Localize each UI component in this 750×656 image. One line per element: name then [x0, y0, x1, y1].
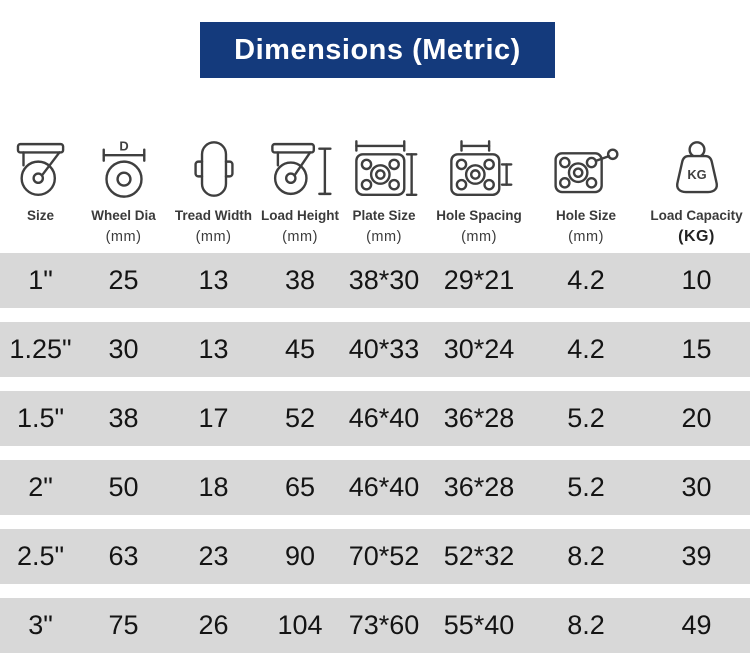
column-label: Tread Width	[174, 208, 253, 223]
weight-icon: KG	[662, 130, 732, 200]
cell-load_capacity: 15	[681, 334, 712, 364]
cell-hole_spacing: 36*28	[443, 472, 515, 502]
cell-load_capacity: 39	[681, 541, 712, 571]
caster-icon	[6, 130, 76, 200]
cell-load_capacity: 30	[681, 472, 712, 502]
cell-load_height: 45	[284, 334, 316, 364]
column-unit: (mm)	[568, 229, 604, 245]
cell-load_height: 52	[284, 403, 316, 433]
plate-size-icon	[349, 130, 419, 200]
cell-hole_spacing: 55*40	[443, 610, 515, 640]
table-row: 3" 75 26 104 73*60 55*40 8.2 49	[0, 598, 750, 653]
cell-plate_size: 73*60	[348, 610, 420, 640]
cell-plate_size: 46*40	[348, 403, 420, 433]
cell-hole_spacing: 36*28	[443, 403, 515, 433]
cell-wheel_dia: 75	[108, 610, 139, 640]
cell-tread_width: 18	[198, 472, 229, 502]
cell-hole_size: 4.2	[567, 334, 605, 364]
cell-size: 2"	[28, 472, 53, 502]
cell-size: 1"	[28, 265, 53, 295]
column-header-load_capacity: KG Load Capacity (KG)	[643, 130, 750, 249]
column-header-wheel_dia: D Wheel Dia (mm)	[81, 130, 166, 249]
cell-wheel_dia: 63	[108, 541, 139, 571]
cell-hole_spacing: 30*24	[443, 334, 515, 364]
cell-wheel_dia: 25	[108, 265, 139, 295]
hole-size-icon	[551, 130, 621, 200]
cell-plate_size: 38*30	[348, 265, 420, 295]
cell-hole_size: 4.2	[567, 265, 605, 295]
column-header-tread_width: Tread Width (mm)	[166, 130, 261, 249]
table-row: 1.25" 30 13 45 40*33 30*24 4.2 15	[0, 322, 750, 377]
cell-wheel_dia: 38	[108, 403, 139, 433]
column-unit: (mm)	[105, 229, 142, 245]
column-unit: (mm)	[282, 229, 318, 245]
column-label: Hole Size	[555, 208, 617, 223]
column-header-plate_size: Plate Size (mm)	[339, 130, 429, 249]
column-unit: (mm)	[366, 229, 402, 245]
cell-size: 1.5"	[16, 403, 65, 433]
cell-size: 3"	[28, 610, 53, 640]
svg-text:D: D	[119, 139, 128, 154]
column-unit: (mm)	[461, 229, 497, 245]
cell-load_height: 104	[277, 610, 323, 640]
svg-text:KG: KG	[687, 167, 706, 182]
table-header: Size D Wheel Dia (mm) Tread Width (mm) Loa…	[0, 130, 750, 249]
cell-plate_size: 70*52	[348, 541, 420, 571]
column-header-load_height: Load Height (mm)	[261, 130, 339, 249]
column-label: Wheel Dia	[91, 208, 156, 223]
cell-load_capacity: 20	[681, 403, 712, 433]
table-row: 1.5" 38 17 52 46*40 36*28 5.2 20	[0, 391, 750, 446]
column-label: Hole Spacing	[436, 208, 522, 223]
column-header-hole_spacing: Hole Spacing (mm)	[429, 130, 529, 249]
table-row: 1" 25 13 38 38*30 29*21 4.2 10	[0, 253, 750, 308]
cell-tread_width: 13	[198, 265, 229, 295]
column-header-hole_size: Hole Size (mm)	[529, 130, 643, 249]
table-row: 2.5" 63 23 90 70*52 52*32 8.2 39	[0, 529, 750, 584]
cell-wheel_dia: 50	[108, 472, 139, 502]
cell-tread_width: 23	[198, 541, 229, 571]
table-body: 1" 25 13 38 38*30 29*21 4.2 10 1.25" 30 13 45 40*33 3…	[0, 253, 750, 653]
cell-load_capacity: 10	[681, 265, 712, 295]
cell-hole_size: 8.2	[567, 541, 605, 571]
cell-tread_width: 26	[198, 610, 229, 640]
cell-wheel_dia: 30	[108, 334, 139, 364]
cell-plate_size: 46*40	[348, 472, 420, 502]
cell-hole_spacing: 52*32	[443, 541, 515, 571]
cell-hole_size: 5.2	[567, 403, 605, 433]
column-unit: (KG)	[678, 228, 715, 245]
column-label: Load Height	[261, 208, 339, 223]
cell-load_height: 65	[284, 472, 316, 502]
table-row: 2" 50 18 65 46*40 36*28 5.2 30	[0, 460, 750, 515]
cell-size: 1.25"	[9, 334, 72, 364]
column-label: Load Capacity	[650, 208, 743, 223]
column-label: Size	[26, 208, 54, 223]
cell-size: 2.5"	[16, 541, 65, 571]
cell-hole_size: 5.2	[567, 472, 605, 502]
cell-load_height: 90	[284, 541, 316, 571]
cell-load_capacity: 49	[681, 610, 712, 640]
title-bar: Dimensions (Metric)	[200, 22, 555, 78]
tread-width-icon	[179, 130, 249, 200]
page-title: Dimensions (Metric)	[234, 33, 521, 66]
cell-plate_size: 40*33	[348, 334, 420, 364]
column-unit: (mm)	[195, 229, 232, 245]
hole-spacing-icon	[444, 130, 514, 200]
cell-hole_size: 8.2	[567, 610, 605, 640]
column-header-size: Size	[0, 130, 81, 249]
cell-load_height: 38	[284, 265, 316, 295]
cell-hole_spacing: 29*21	[443, 265, 515, 295]
load-height-icon	[265, 130, 335, 200]
wheel-diameter-icon: D	[89, 130, 159, 200]
column-label: Plate Size	[352, 208, 416, 223]
cell-tread_width: 17	[198, 403, 229, 433]
cell-tread_width: 13	[198, 334, 229, 364]
